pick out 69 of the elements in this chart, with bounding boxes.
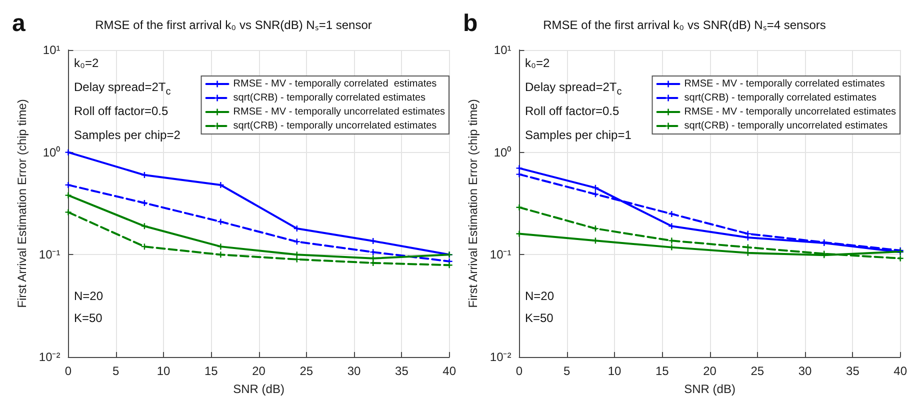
y-tick-label: 10¹ [494, 43, 512, 57]
point [65, 182, 72, 188]
y-axis-title: First Arrival Estimation Error (chip time) [15, 99, 29, 308]
annotation: Roll off factor=0.5 [525, 104, 620, 118]
annotation: K=50 [74, 311, 102, 326]
legend-label: RMSE - MV - temporally uncorrelated estimates [684, 106, 896, 118]
point [516, 171, 522, 178]
annotation: k₀=2 [525, 56, 550, 70]
annotation: K=50 [525, 311, 554, 326]
x-tick-label: 15 [204, 364, 218, 378]
x-tick-label: 35 [846, 364, 860, 378]
annotation: N=20 [525, 289, 554, 304]
legend-label: sqrt(CRB) - temporally uncorrelated estimates [233, 120, 437, 132]
legend-label: sqrt(CRB) - temporally uncorrelated estimates [684, 120, 888, 132]
legend-label: RMSE - MV - temporally uncorrelated estimates [233, 106, 445, 118]
x-tick-label: 40 [894, 364, 908, 378]
legend-label: sqrt(CRB) - temporally correlated estimates [684, 92, 877, 104]
x-axis-title: SNR (dB) [684, 382, 736, 396]
y-axis-title: First Arrival Estimation Error (chip time) [466, 99, 480, 308]
legend-label: sqrt(CRB) - temporally correlated estimates [233, 92, 426, 104]
y-tick-label: 10⁻² [38, 350, 60, 364]
y-tick-label: 10⁻¹ [38, 248, 60, 262]
point [897, 255, 904, 262]
y-tick-label: 10⁰ [42, 145, 60, 160]
point [65, 209, 72, 216]
x-tick-label: 15 [655, 364, 670, 378]
x-tick-label: 5 [112, 364, 120, 378]
point [592, 184, 598, 191]
point [668, 210, 675, 217]
annotation: Samples per chip=1 [525, 128, 632, 142]
point [516, 165, 522, 172]
y-tick-label: 10⁻¹ [490, 248, 512, 262]
x-tick-label: 20 [252, 364, 266, 378]
point [65, 149, 72, 156]
point [668, 223, 675, 230]
annotation: Roll off factor=0.5 [74, 104, 168, 118]
annotation: k₀=2 [74, 56, 99, 70]
y-tick-label: 10⁰ [494, 145, 512, 160]
point [516, 204, 522, 210]
annotation: Delay spread=2T$_{c}$ [74, 80, 171, 98]
x-tick-label: 40 [442, 364, 456, 378]
y-tick-label: 10¹ [42, 43, 60, 57]
text: b [463, 10, 478, 39]
y-tick-label: 10⁻² [490, 350, 512, 364]
x-tick-label: 0 [516, 364, 523, 378]
x-tick-label: 10 [156, 364, 171, 378]
point [218, 218, 224, 225]
annotation: N=20 [74, 289, 104, 304]
text: a [12, 10, 26, 39]
legend-label: RMSE - MV - temporally correlated estimates [233, 78, 437, 90]
x-tick-label: 25 [300, 364, 314, 378]
x-tick-label: 20 [703, 364, 717, 378]
point [65, 192, 72, 198]
x-tick-label: 10 [608, 364, 622, 378]
point [294, 238, 300, 245]
x-tick-label: 25 [750, 364, 764, 378]
x-axis-title: SNR (dB) [233, 382, 284, 396]
legend-label: RMSE - MV - temporally correlated estimates [684, 78, 885, 90]
x-tick-label: 30 [798, 364, 812, 378]
x-tick-label: 30 [347, 364, 362, 378]
x-tick-label: 35 [395, 364, 409, 378]
point [744, 230, 751, 237]
chart-title: RMSE of the first arrival k₀ vs SNR(dB) Nₛ=4 sensors [543, 18, 826, 32]
x-tick-label: 0 [64, 364, 72, 378]
annotation: Samples per chip=2 [74, 128, 180, 142]
x-tick-label: 5 [564, 364, 571, 378]
annotation: Delay spread=2T$_{c}$ [525, 80, 622, 98]
point [592, 191, 598, 198]
chart-title: RMSE of the first arrival k₀ vs SNR(dB) Nₛ=1 sensor [95, 18, 372, 32]
